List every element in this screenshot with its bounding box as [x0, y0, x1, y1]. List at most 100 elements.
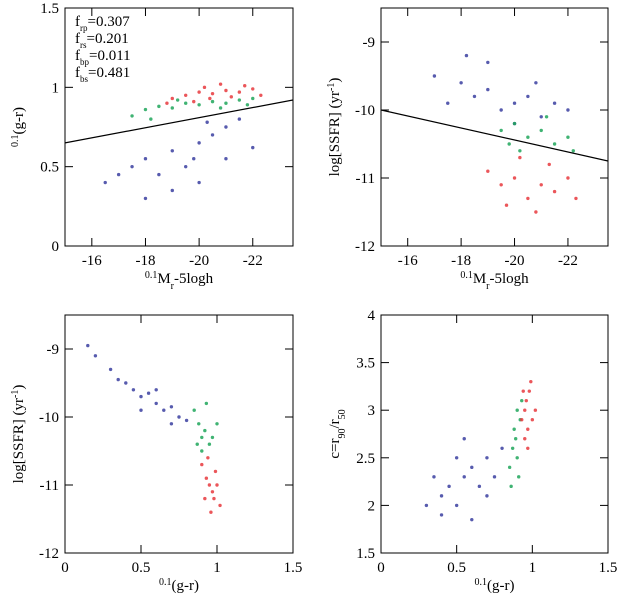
- panel: 0 0.5 1 1.5 1.5 2 2.5 3 3.5 4 0.1(g-r) c=r90/r50: [327, 308, 617, 594]
- point: [197, 141, 201, 145]
- y-tick-label: 0: [52, 239, 60, 255]
- point: [93, 354, 98, 358]
- point: [210, 435, 215, 440]
- y-tick-label: -10: [355, 103, 375, 119]
- y-tick-label: 2.5: [356, 451, 375, 467]
- annotation-symbol: f: [75, 65, 80, 81]
- y-tick-label: -11: [40, 478, 59, 494]
- label-part: -1: [326, 83, 337, 91]
- plot-area: [381, 53, 608, 214]
- label-part: ): [327, 78, 343, 83]
- frame: [380, 7, 609, 247]
- label-part: c=r: [327, 439, 343, 459]
- y-tick-label: 2: [368, 498, 376, 514]
- annotation-value: =0.011: [89, 48, 131, 64]
- point: [439, 513, 444, 517]
- plot-area: [424, 379, 538, 522]
- point: [224, 157, 228, 161]
- x-tick-label: -20: [505, 253, 525, 269]
- point: [130, 164, 134, 169]
- point: [251, 87, 255, 91]
- label-part: (g-r): [487, 578, 514, 594]
- annotation-value: =0.481: [88, 65, 130, 81]
- annotation-sub: rp: [80, 23, 88, 33]
- y-tick-label: -12: [355, 239, 375, 255]
- point: [507, 465, 512, 470]
- point: [512, 101, 517, 105]
- point: [552, 142, 557, 146]
- point: [512, 121, 517, 126]
- label-part: r: [171, 281, 175, 292]
- point: [486, 87, 490, 92]
- point: [204, 401, 209, 406]
- y-axis-label: log[SSFR] (yr-1): [10, 385, 28, 484]
- label-part: M: [157, 271, 170, 287]
- point: [470, 517, 474, 522]
- point: [157, 104, 161, 109]
- point: [523, 408, 527, 412]
- point: [512, 176, 517, 180]
- point: [512, 427, 516, 431]
- point: [86, 343, 90, 348]
- point: [192, 408, 196, 412]
- point: [251, 96, 255, 101]
- point: [533, 408, 538, 412]
- point: [486, 60, 490, 65]
- point: [154, 388, 158, 392]
- point: [184, 418, 189, 423]
- point: [492, 475, 497, 479]
- point: [212, 496, 216, 501]
- point: [103, 180, 107, 185]
- x-tick-label: -22: [558, 253, 578, 269]
- point: [154, 401, 158, 406]
- point: [184, 101, 188, 105]
- frame: [64, 314, 294, 554]
- annotation-symbol: f: [75, 14, 80, 30]
- point: [218, 503, 222, 508]
- point: [170, 149, 174, 153]
- point: [515, 456, 519, 460]
- point: [210, 91, 215, 96]
- point: [116, 377, 120, 382]
- label-part: 0.1: [475, 577, 488, 588]
- label-part: ): [11, 385, 27, 390]
- point: [529, 379, 533, 384]
- point: [518, 149, 522, 153]
- plot-area: [65, 82, 293, 201]
- point: [204, 476, 209, 480]
- x-axis-label: 0.1Mr-5logh: [145, 270, 214, 292]
- annotation: fbp=0.011: [75, 48, 131, 67]
- point: [486, 169, 490, 173]
- x-axis-label: 0.1(g-r): [475, 577, 515, 595]
- y-tick-label: 3.5: [356, 356, 375, 372]
- point: [224, 101, 228, 105]
- point: [526, 94, 530, 99]
- annotation-sub: bp: [80, 57, 90, 67]
- point: [459, 81, 463, 85]
- x-tick-label: 0.5: [132, 560, 151, 576]
- fit-line: [65, 99, 293, 144]
- point: [530, 418, 535, 422]
- point: [197, 90, 201, 94]
- point: [485, 494, 489, 498]
- point: [215, 483, 219, 487]
- label-part: 0.1: [460, 270, 473, 281]
- point: [195, 442, 199, 446]
- point: [552, 189, 557, 194]
- point: [210, 133, 215, 137]
- point: [534, 81, 538, 85]
- point: [523, 437, 527, 441]
- point: [439, 494, 444, 498]
- label-part: r: [486, 281, 490, 292]
- point: [209, 510, 213, 514]
- point: [208, 96, 212, 101]
- label-part: (g-r): [172, 578, 199, 594]
- point: [454, 456, 459, 460]
- point: [526, 196, 530, 201]
- frame: [380, 314, 609, 554]
- point: [544, 115, 549, 119]
- point: [139, 408, 143, 412]
- point: [566, 176, 570, 180]
- x-axis-label: 0.1Mr-5logh: [460, 270, 529, 292]
